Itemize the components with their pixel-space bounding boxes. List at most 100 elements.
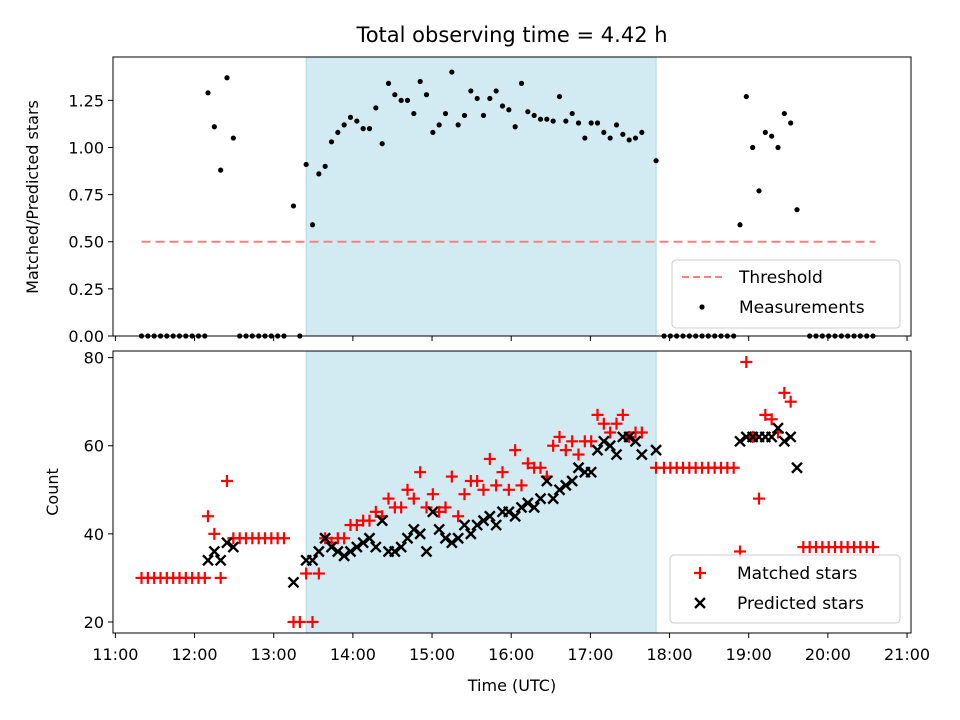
measurement-point [613, 122, 620, 128]
predicted-star-point [319, 532, 332, 545]
xtick-label: 20:00 [805, 645, 851, 664]
predicted-star-point [445, 536, 458, 549]
predicted-star-point [306, 554, 319, 567]
matched-star-point [407, 492, 420, 505]
bottom-yticks: 20 40 60 80 [84, 349, 113, 632]
measurement-point [788, 120, 794, 126]
predicted-star-point [650, 444, 662, 456]
measurement-point [563, 118, 569, 124]
predicted-star-point [439, 532, 452, 545]
measurement-point [531, 112, 537, 119]
predicted-star-point [566, 475, 579, 487]
measurement-point [404, 97, 411, 103]
predicted-star-point [458, 519, 471, 531]
predicted-star-point [772, 422, 784, 434]
predicted-star-point [597, 435, 610, 448]
matched-star-point [458, 488, 471, 501]
measurement-point [639, 129, 645, 136]
xtick-label: 12:00 [171, 645, 217, 664]
matched-star-point [414, 466, 427, 479]
predicted-star-point [591, 444, 604, 456]
bottom-points-layer [135, 356, 879, 628]
measurement-point [360, 126, 366, 132]
measurement-point [417, 78, 423, 85]
predicted-star-point [585, 466, 598, 479]
xtick-label: 15:00 [409, 645, 455, 664]
matched-star-point [306, 615, 319, 628]
measurement-point [620, 131, 626, 137]
measurement-point [290, 203, 297, 209]
observing-span [305, 56, 657, 337]
xtick-label: 11:00 [92, 645, 138, 664]
ytick-label: 0.25 [68, 280, 104, 299]
predicted-star-point [734, 435, 746, 448]
matched-star-point [471, 474, 484, 487]
matched-star-point [477, 483, 490, 496]
xtick-label: 16:00 [488, 645, 534, 664]
top-legend-box [671, 259, 901, 329]
matched-star-point [395, 501, 408, 514]
matched-star-point [635, 426, 648, 439]
predicted-star-point [350, 541, 363, 553]
matched-star-point [208, 527, 221, 540]
matched-star-point [778, 386, 791, 399]
xtick-label: 17:00 [567, 645, 613, 664]
ytick-label: 40 [84, 525, 104, 544]
matched-star-point [439, 501, 452, 514]
predicted-star-point [312, 545, 325, 558]
measurement-point [442, 110, 449, 117]
predicted-star-point [221, 536, 233, 549]
matched-star-point [515, 479, 528, 492]
matched-star-point [401, 483, 414, 496]
predicted-star-point [344, 545, 357, 558]
legend-predicted-label: Predicted stars [737, 594, 864, 614]
matched-star-point [490, 479, 503, 492]
measurement-point [455, 122, 461, 128]
measurement-point [474, 95, 480, 102]
matched-star-point [426, 488, 439, 501]
measurement-point [781, 110, 787, 117]
predicted-star-point [464, 528, 477, 540]
figure-title: Total observing time = 4.42 h [355, 23, 667, 47]
predicted-star-point [610, 448, 623, 461]
measurement-point [588, 120, 594, 126]
predicted-star-point [420, 545, 433, 558]
ytick-label: 80 [84, 349, 104, 368]
measurement-point [569, 110, 575, 117]
measurement-point [493, 88, 499, 94]
matched-star-point [312, 567, 325, 580]
predicted-star-point [227, 541, 240, 553]
measurement-point [499, 103, 506, 109]
measurement-point [769, 133, 775, 139]
measurement-point [737, 222, 743, 228]
predicted-star-point [331, 545, 344, 558]
bottom-legend: Matched stars Predicted stars [669, 554, 901, 624]
predicted-star-point [338, 550, 351, 562]
measurement-point [544, 116, 550, 122]
measurement-point [430, 129, 436, 136]
predicted-star-point [357, 536, 370, 549]
predicted-star-point [363, 532, 376, 545]
predicted-star-point [483, 510, 496, 523]
matched-star-point [604, 426, 617, 439]
measurement-point [218, 167, 224, 173]
predicted-star-point [452, 532, 465, 545]
legend-matched-swatch [694, 567, 706, 579]
matched-star-point [502, 483, 515, 496]
measurement-point [322, 163, 328, 169]
measurement-point [601, 129, 607, 136]
matched-star-point [452, 510, 465, 523]
predicted-star-point [515, 501, 528, 514]
matched-star-point [198, 571, 211, 584]
top-legend: Threshold Measurements [671, 259, 901, 329]
measurement-point [335, 129, 341, 136]
matched-star-point [572, 448, 585, 461]
predicted-star-point [369, 541, 382, 553]
legend-predicted-swatch [694, 597, 706, 609]
legend-threshold-label: Threshold [738, 268, 823, 288]
matched-star-point [753, 492, 765, 505]
measurement-point [582, 135, 588, 141]
measurement-point [480, 112, 487, 119]
matched-star-point [610, 417, 623, 430]
